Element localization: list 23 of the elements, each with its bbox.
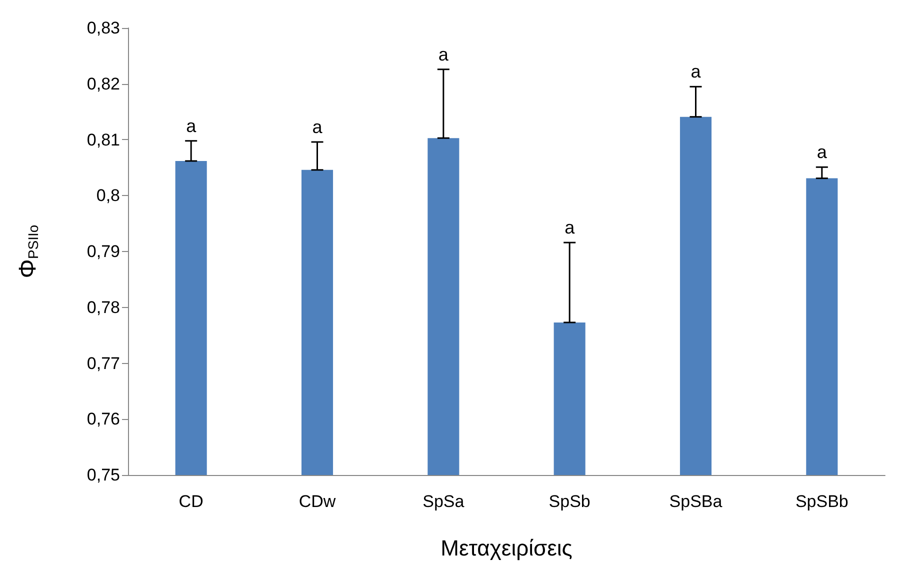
y-tick-label: 0,75 <box>86 466 120 484</box>
y-tick-label: 0,77 <box>86 354 120 373</box>
annotation: a <box>438 44 450 64</box>
x-axis-title: Μεταχειρίσεις <box>440 536 572 560</box>
y-tick-label: 0,76 <box>86 410 120 429</box>
x-tick-label: SpSa <box>422 492 465 511</box>
y-tick-label: 0,78 <box>86 298 120 317</box>
x-tick-label: SpSBa <box>669 492 723 511</box>
y-axis-title: ΦPSIIo <box>14 224 42 278</box>
annotation: a <box>564 218 576 238</box>
y-tick-label: 0,82 <box>86 74 120 94</box>
annotation: a <box>186 116 198 136</box>
y-tick-label: 0,8 <box>96 186 120 206</box>
annotation: a <box>816 142 828 162</box>
x-tick-label: CD <box>178 492 204 511</box>
annotation: a <box>312 116 324 137</box>
y-tick-label: 0,79 <box>86 242 120 261</box>
annotation: a <box>690 62 702 82</box>
y-tick-label: 0,83 <box>86 18 120 38</box>
y-tick-label: 0,81 <box>86 130 120 150</box>
x-tick-label: CDw <box>298 492 336 511</box>
x-tick-label: SpSb <box>548 492 590 511</box>
x-tick-label: SpSBb <box>795 492 848 511</box>
